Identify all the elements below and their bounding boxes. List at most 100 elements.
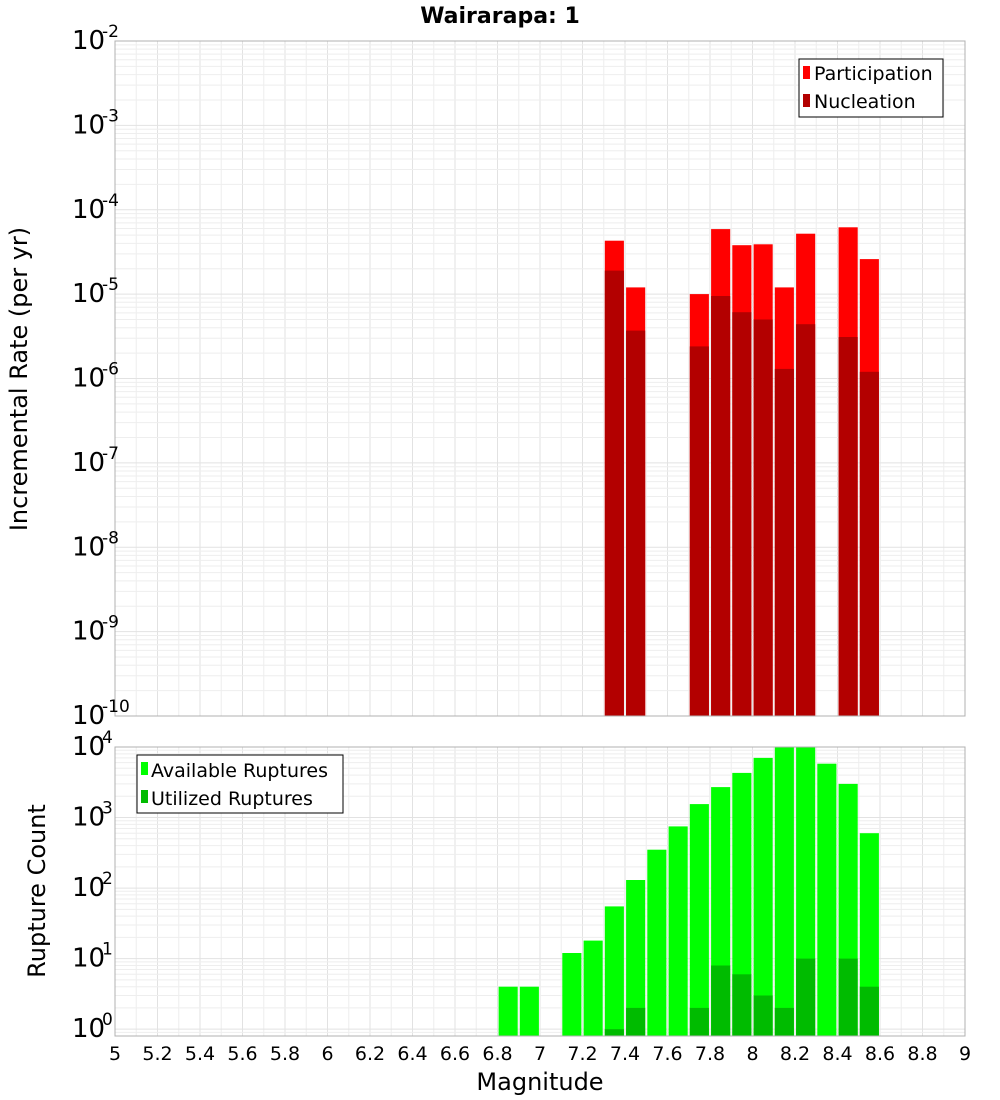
rate-legend: Participation Nucleation (798, 58, 944, 118)
x-tick-label: 7.2 (567, 1043, 597, 1065)
count-legend: Available Ruptures Utilized Ruptures (136, 754, 344, 814)
bar-nucleation (859, 371, 879, 716)
y-tick-exponent: 0 (102, 1010, 113, 1030)
y-tick-label: 10-6 (72, 360, 119, 394)
bar-available-ruptures (498, 986, 518, 1036)
x-tick-label: 7.6 (652, 1043, 682, 1065)
bar-available-ruptures (519, 986, 539, 1036)
legend-label-utilized-ruptures: Utilized Ruptures (151, 788, 313, 810)
y-tick-base: 10 (72, 1014, 105, 1044)
y-tick-exponent: -2 (102, 22, 119, 42)
y-tick-label: 103 (72, 799, 113, 833)
x-tick-label: 8.6 (865, 1043, 895, 1065)
y-tick-base: 10 (72, 26, 105, 56)
x-tick-label: 8.4 (822, 1043, 852, 1065)
legend-label-available-ruptures: Available Ruptures (151, 760, 328, 782)
bar-nucleation (689, 346, 709, 716)
y-tick-label: 10-7 (72, 444, 119, 478)
y-tick-base: 10 (72, 448, 105, 478)
count-x-ticks: 5 5.2 5.4 5.6 5.8 6 6.2 6.4 6.6 6.8 7 7.2 7.4 7.6 7.8 8… (109, 1043, 971, 1065)
y-tick-base: 10 (72, 617, 105, 647)
y-tick-label: 100 (72, 1010, 113, 1044)
bar-nucleation (711, 296, 731, 716)
y-tick-base: 10 (72, 701, 105, 731)
bar-available-ruptures (562, 953, 582, 1036)
y-tick-label: 10-10 (72, 697, 130, 731)
bar-available-ruptures (604, 906, 624, 1036)
y-tick-exponent: 3 (102, 799, 113, 819)
x-tick-label: 9 (959, 1043, 971, 1065)
bar-nucleation (838, 337, 858, 716)
x-tick-label: 5.4 (185, 1043, 215, 1065)
bar-available-ruptures (647, 849, 667, 1036)
bar-nucleation (796, 324, 816, 716)
x-tick-label: 7.8 (695, 1043, 725, 1065)
bar-available-ruptures (732, 772, 752, 1036)
bar-nucleation (774, 368, 794, 716)
y-tick-exponent: -5 (102, 275, 119, 295)
y-tick-base: 10 (72, 364, 105, 394)
bar-available-ruptures (859, 833, 879, 1036)
y-tick-label: 10-4 (72, 191, 119, 225)
x-tick-label: 6 (321, 1043, 333, 1065)
bar-utilized-ruptures (753, 995, 773, 1036)
bar-nucleation (626, 330, 646, 716)
bar-available-ruptures (626, 880, 646, 1036)
x-tick-label: 6.2 (355, 1043, 385, 1065)
y-tick-label: 101 (72, 940, 113, 974)
legend-label-participation: Participation (814, 63, 933, 85)
bar-nucleation (604, 270, 624, 716)
bar-nucleation (732, 312, 752, 716)
x-axis-label: Magnitude (476, 1068, 603, 1096)
y-tick-base: 10 (72, 944, 105, 974)
y-tick-label: 10-8 (72, 528, 119, 562)
x-tick-label: 5.6 (227, 1043, 257, 1065)
x-tick-label: 7.4 (610, 1043, 640, 1065)
x-tick-label: 6.6 (440, 1043, 470, 1065)
y-tick-exponent: -8 (102, 528, 119, 548)
legend-label-nucleation: Nucleation (814, 91, 916, 113)
x-tick-label: 5.2 (142, 1043, 172, 1065)
y-tick-exponent: 2 (102, 869, 113, 889)
y-tick-base: 10 (72, 873, 105, 903)
bar-available-ruptures (817, 763, 837, 1036)
x-tick-label: 7 (534, 1043, 546, 1065)
bar-nucleation (753, 319, 773, 716)
y-tick-exponent: -10 (102, 697, 130, 717)
rate-bars (604, 227, 879, 717)
bar-available-ruptures (668, 826, 688, 1036)
y-tick-exponent: -7 (102, 444, 119, 464)
count-plot-frame (114, 746, 966, 1037)
y-tick-exponent: -4 (102, 191, 119, 211)
bar-utilized-ruptures (796, 958, 816, 1036)
y-tick-label: 104 (72, 728, 113, 762)
y-tick-label: 10-5 (72, 275, 119, 309)
bar-utilized-ruptures (711, 965, 731, 1036)
bar-utilized-ruptures (626, 1007, 646, 1036)
legend-swatch-utilized-ruptures (141, 790, 148, 803)
y-tick-label: 10-2 (72, 22, 119, 56)
y-tick-exponent: 1 (102, 940, 113, 960)
bar-available-ruptures (689, 804, 709, 1036)
y-tick-base: 10 (72, 732, 105, 762)
y-tick-label: 10-9 (72, 613, 119, 647)
y-tick-exponent: -6 (102, 360, 119, 380)
bar-utilized-ruptures (689, 1007, 709, 1036)
y-tick-exponent: -3 (102, 106, 119, 126)
rate-legend-box (798, 58, 944, 118)
rate-y-axis-label: Incremental Rate (per yr) (5, 227, 33, 531)
count-bars (498, 747, 879, 1036)
bar-available-ruptures (753, 757, 773, 1036)
bar-available-ruptures (774, 747, 794, 1036)
bar-utilized-ruptures (838, 958, 858, 1036)
y-tick-label: 10-3 (72, 106, 119, 140)
legend-swatch-participation (803, 66, 810, 79)
legend-swatch-nucleation (803, 94, 810, 107)
y-tick-exponent: 4 (102, 728, 113, 748)
y-tick-label: 102 (72, 869, 113, 903)
count-legend-box (136, 754, 344, 814)
bar-utilized-ruptures (732, 974, 752, 1036)
